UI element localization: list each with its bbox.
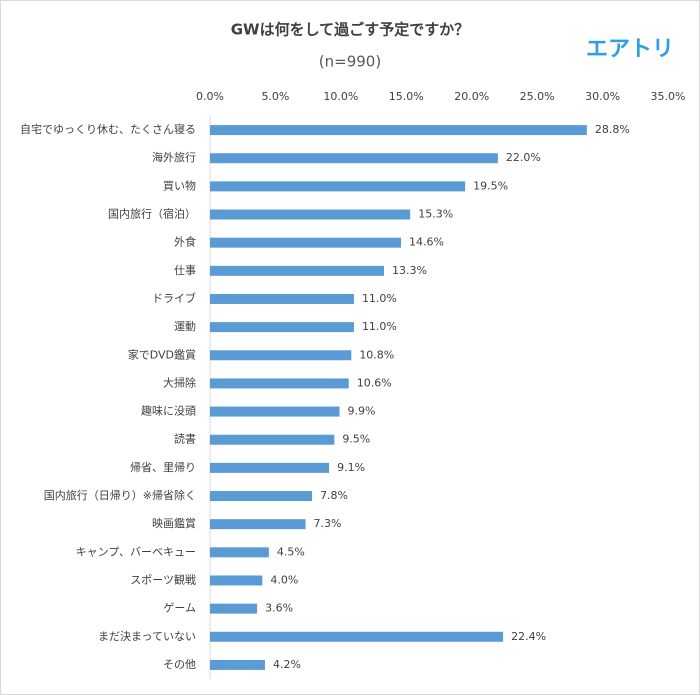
y-tick-label: まだ決まっていない: [98, 630, 196, 643]
y-tick-label: 帰省、里帰り: [130, 461, 196, 474]
x-tick-label: 10.0%: [323, 90, 358, 103]
chart-subtitle: (n=990): [319, 53, 381, 71]
y-tick-label: 映画鑑賞: [152, 516, 196, 530]
bar: [210, 434, 335, 445]
bar: [210, 547, 269, 558]
value-label: 4.0%: [270, 573, 298, 586]
bar: [210, 462, 330, 473]
bar: [210, 265, 385, 276]
y-tick-label: 家でDVD鑑賞: [128, 347, 196, 361]
x-tick-label: 35.0%: [651, 90, 686, 103]
value-label: 9.5%: [342, 433, 370, 446]
bar: [210, 237, 402, 248]
value-label: 22.4%: [511, 630, 546, 643]
value-label: 22.0%: [506, 151, 541, 164]
y-tick-label: 海外旅行: [152, 150, 196, 164]
y-tick-label: 国内旅行（日帰り）※帰省除く: [44, 488, 196, 502]
bar: [210, 153, 498, 164]
bar: [210, 125, 587, 136]
chart-title: GWは何をして過ごす予定ですか？: [231, 21, 470, 39]
y-tick-label: 趣味に没頭: [141, 404, 196, 418]
value-label: 15.3%: [418, 208, 453, 221]
y-tick-label: 仕事: [174, 264, 196, 277]
bar: [210, 659, 265, 670]
bar: [210, 293, 354, 304]
bar: [210, 209, 411, 220]
value-label: 3.6%: [265, 602, 293, 615]
bar: [210, 603, 258, 614]
value-label: 28.8%: [595, 123, 630, 136]
bar: [210, 181, 466, 192]
bar: [210, 322, 354, 333]
y-tick-label: 買い物: [163, 178, 196, 192]
y-tick-label: ドライブ: [152, 291, 196, 305]
value-label: 10.8%: [359, 348, 394, 361]
bar: [210, 378, 349, 389]
bar: [210, 519, 306, 530]
value-label: 10.6%: [357, 376, 392, 389]
value-label: 4.5%: [277, 545, 305, 558]
x-tick-label: 5.0%: [261, 90, 289, 103]
bar: [210, 350, 352, 361]
x-tick-label: 30.0%: [585, 90, 620, 103]
y-tick-label: キャンプ、バーベキュー: [76, 545, 196, 558]
value-label: 7.3%: [314, 517, 342, 530]
bar: [210, 406, 340, 417]
value-label: 9.9%: [348, 405, 376, 418]
y-tick-label: ゲーム: [163, 602, 196, 615]
y-tick-label: 外食: [174, 235, 196, 249]
value-label: 9.1%: [337, 461, 365, 474]
x-tick-label: 20.0%: [454, 90, 489, 103]
bar: [210, 491, 313, 502]
y-tick-label: 読書: [174, 432, 196, 446]
bar: [210, 631, 504, 642]
y-tick-label: その他: [163, 658, 196, 671]
y-tick-label: 国内旅行（宿泊）: [108, 207, 196, 221]
value-label: 14.6%: [409, 236, 444, 249]
logo: エアトリ: [586, 37, 674, 62]
y-tick-label: 運動: [174, 319, 196, 333]
value-label: 7.8%: [320, 489, 348, 502]
value-label: 11.0%: [362, 320, 397, 333]
x-tick-label: 15.0%: [389, 90, 424, 103]
value-label: 11.0%: [362, 292, 397, 305]
y-tick-label: 自宅でゆっくり休む、たくさん寝る: [20, 122, 196, 136]
value-label: 19.5%: [473, 179, 508, 192]
y-tick-label: スポーツ観戦: [130, 572, 196, 586]
bar: [210, 575, 263, 586]
value-label: 13.3%: [392, 264, 427, 277]
x-tick-label: 25.0%: [520, 90, 555, 103]
x-tick-label: 0.0%: [196, 90, 224, 103]
value-label: 4.2%: [273, 658, 301, 671]
y-tick-label: 大掃除: [163, 375, 196, 389]
